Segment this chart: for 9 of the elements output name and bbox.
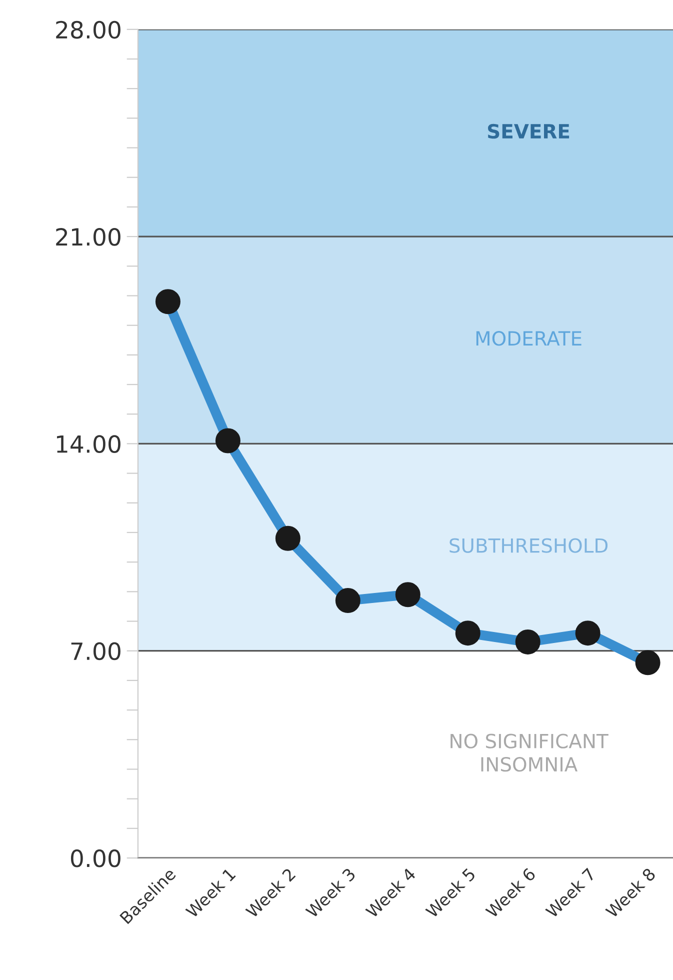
band-label: MODERATE (476, 331, 582, 346)
annotation: NO SIGNIFICANT INSOMNIA (450, 734, 608, 772)
band-label: SUBTHRESHOLD (450, 538, 608, 553)
y-tick-label: 28.00 (56, 20, 120, 39)
y-tick-label: 14.00 (56, 435, 120, 453)
y-tick-label: 0.00 (70, 849, 120, 868)
band-label: SEVERE (488, 124, 570, 139)
y-tick-label: 7.00 (71, 642, 120, 660)
y-tick-label: 21.00 (56, 228, 120, 246)
